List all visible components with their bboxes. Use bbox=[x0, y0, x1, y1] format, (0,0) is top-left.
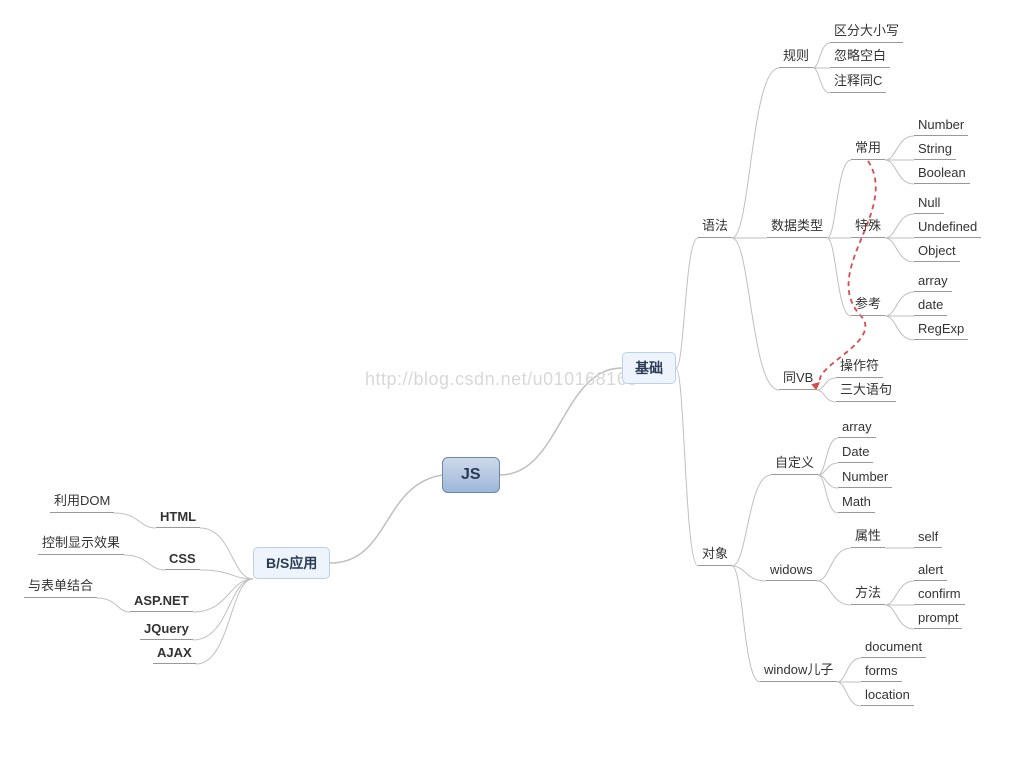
leaf-ignore-space: 忽略空白 bbox=[830, 43, 890, 68]
leaf-html: HTML bbox=[156, 507, 200, 528]
node-grammar: 语法 bbox=[698, 213, 732, 238]
node-data-type: 数据类型 bbox=[767, 213, 827, 238]
leaf-comment-c: 注释同C bbox=[830, 68, 886, 93]
leaf-regexp: RegExp bbox=[914, 319, 968, 340]
leaf-string: String bbox=[914, 139, 956, 160]
leaf-object: Object bbox=[914, 241, 960, 262]
root-js: JS bbox=[442, 457, 500, 493]
leaf-use-dom: 利用DOM bbox=[50, 488, 114, 513]
leaf-forms: forms bbox=[861, 661, 902, 682]
branch-bs-app: B/S应用 bbox=[253, 547, 330, 579]
node-same-vb: 同VB bbox=[779, 365, 817, 390]
leaf-custom-array: array bbox=[838, 417, 876, 438]
leaf-custom-math: Math bbox=[838, 492, 875, 513]
node-window-child: window儿子 bbox=[760, 657, 837, 682]
node-custom: 自定义 bbox=[771, 450, 818, 475]
leaf-undefined: Undefined bbox=[914, 217, 981, 238]
leaf-custom-date: Date bbox=[838, 442, 873, 463]
leaf-case-sensitive: 区分大小写 bbox=[830, 18, 903, 43]
node-attr: 属性 bbox=[851, 523, 885, 548]
leaf-number: Number bbox=[914, 115, 968, 136]
leaf-array: array bbox=[914, 271, 952, 292]
leaf-prompt: prompt bbox=[914, 608, 962, 629]
leaf-statements: 三大语句 bbox=[836, 377, 896, 402]
leaf-display: 控制显示效果 bbox=[38, 530, 124, 555]
leaf-custom-number: Number bbox=[838, 467, 892, 488]
watermark: http://blog.csdn.net/u010168160 bbox=[365, 369, 638, 390]
leaf-ajax: AJAX bbox=[153, 643, 196, 664]
leaf-form: 与表单结合 bbox=[24, 573, 97, 598]
leaf-confirm: confirm bbox=[914, 584, 965, 605]
node-common: 常用 bbox=[851, 135, 885, 160]
leaf-aspnet: ASP.NET bbox=[130, 591, 193, 612]
leaf-null: Null bbox=[914, 193, 944, 214]
branch-basics: 基础 bbox=[622, 352, 676, 384]
leaf-date: date bbox=[914, 295, 947, 316]
node-windows: widows bbox=[766, 560, 817, 581]
node-ref: 参考 bbox=[851, 291, 885, 316]
node-rules: 规则 bbox=[779, 43, 813, 68]
leaf-jquery: JQuery bbox=[140, 619, 193, 640]
leaf-document: document bbox=[861, 637, 926, 658]
leaf-css: CSS bbox=[165, 549, 200, 570]
leaf-alert: alert bbox=[914, 560, 947, 581]
leaf-operators: 操作符 bbox=[836, 353, 883, 378]
node-objects: 对象 bbox=[698, 541, 732, 566]
node-special: 特殊 bbox=[851, 213, 885, 238]
leaf-self: self bbox=[914, 527, 942, 548]
node-method: 方法 bbox=[851, 580, 885, 605]
leaf-location: location bbox=[861, 685, 914, 706]
leaf-boolean: Boolean bbox=[914, 163, 970, 184]
